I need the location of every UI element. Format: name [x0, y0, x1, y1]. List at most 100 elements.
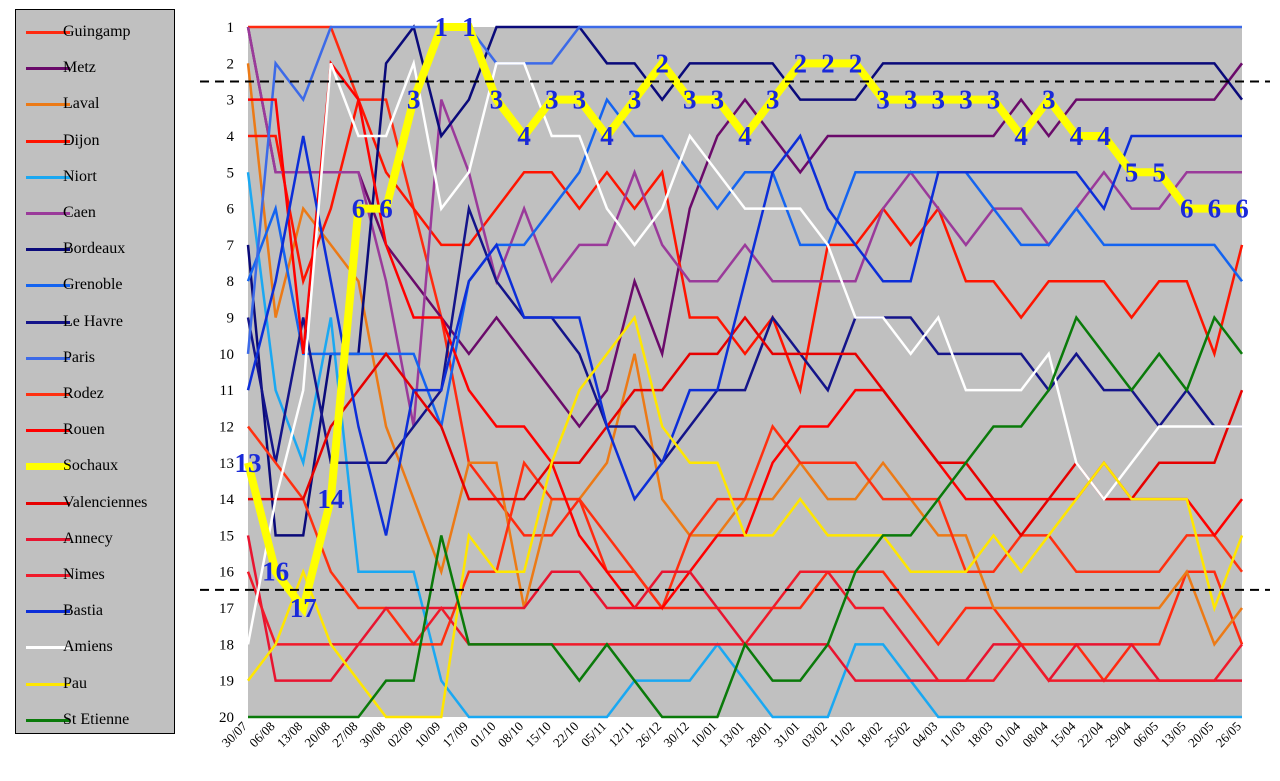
x-tick-label: 30/12 [660, 719, 692, 751]
legend-label: Pau [63, 674, 87, 692]
series-line-dijon [248, 95, 1244, 395]
legend-label: Bordeaux [63, 240, 126, 258]
series-line-paris [246, 25, 1242, 354]
rank-annotation: 3 [766, 85, 780, 115]
rank-annotation: 3 [490, 85, 504, 115]
y-tick-label: 7 [227, 238, 235, 254]
rank-annotation: 2 [793, 48, 807, 78]
legend-label: St Etienne [63, 710, 130, 728]
y-tick-label: 10 [219, 347, 234, 363]
legend-swatch [26, 139, 70, 143]
y-tick-label: 15 [219, 528, 234, 544]
legend-label: Paris [63, 348, 95, 366]
x-tick-label: 10/01 [688, 719, 720, 751]
x-tick-label: 20/05 [1185, 719, 1217, 751]
legend-swatch [26, 212, 70, 215]
y-tick-label: 6 [227, 202, 235, 218]
rank-annotation: 4 [738, 121, 752, 151]
legend-item: St Etienne [16, 705, 176, 735]
legend-swatch [26, 320, 70, 324]
legend-label: Guingamp [63, 23, 131, 40]
rank-annotation: 3 [683, 85, 697, 115]
legend-item: Rodez [16, 379, 176, 409]
x-tick-label: 01/04 [992, 718, 1024, 750]
rank-annotation: 6 [352, 194, 366, 224]
legend-label: Annecy [63, 529, 113, 547]
series-line-le-havre [246, 203, 1242, 465]
rank-annotation: 3 [407, 85, 421, 115]
legend-swatch [26, 463, 70, 471]
legend-item: Annecy [16, 524, 176, 554]
series-line-amiens [246, 58, 1242, 645]
y-tick-label: 13 [219, 456, 234, 472]
legend-item: Metz [16, 53, 176, 83]
legend: Guingamp Metz Laval Dijon Niort Caen Bordeaux G… [15, 9, 175, 734]
series-line-metz [246, 26, 1243, 429]
legend-swatch [26, 103, 70, 107]
rank-annotation: 17 [290, 593, 317, 623]
y-tick-label: 11 [220, 383, 234, 399]
rank-annotation: 2 [821, 48, 835, 78]
y-tick-label: 12 [219, 419, 234, 435]
x-tick-label: 01/10 [467, 719, 499, 751]
legend-label: Metz [63, 59, 96, 77]
x-tick-label: 05/11 [578, 719, 609, 750]
rank-annotation: 14 [317, 484, 344, 514]
rank-annotation: 3 [573, 85, 587, 115]
legend-item: Dijon [16, 126, 176, 156]
rank-annotation: 5 [1152, 157, 1166, 187]
legend-label: Rodez [63, 385, 104, 402]
rank-annotation: 3 [711, 85, 725, 115]
y-tick-label: 2 [227, 56, 235, 72]
legend-swatch [26, 175, 70, 179]
rank-annotation: 3 [876, 85, 890, 115]
y-tick-label: 14 [219, 492, 235, 508]
y-tick-label: 3 [227, 93, 235, 109]
rank-annotation: 6 [1180, 194, 1194, 224]
y-tick-label: 9 [227, 311, 235, 327]
legend-swatch [26, 682, 70, 686]
rank-annotation: 3 [959, 85, 973, 115]
x-tick-label: 20/08 [301, 719, 333, 751]
x-tick-label: 13/01 [716, 719, 748, 751]
rank-annotation: 4 [1097, 121, 1111, 151]
legend-item: Laval [16, 89, 176, 119]
legend-item: Nimes [16, 560, 176, 590]
legend-item: Sochaux [16, 451, 176, 481]
rank-annotation: 2 [655, 48, 669, 78]
x-tick-label: 06/08 [246, 719, 278, 751]
rank-annotation: 13 [235, 448, 262, 478]
x-tick-label: 13/08 [274, 719, 306, 751]
x-tick-label: 08/10 [495, 719, 527, 751]
legend-label: Valenciennes [63, 493, 148, 511]
x-tick-label: 30/08 [357, 719, 389, 751]
x-tick-label: 15/04 [1047, 718, 1079, 750]
rank-annotation: 3 [628, 85, 642, 115]
y-tick-label: 8 [227, 274, 235, 290]
x-tick-label: 02/09 [384, 719, 416, 751]
rank-annotation: 6 [1235, 194, 1249, 224]
legend-label: Sochaux [63, 457, 119, 475]
series-line-bastia [246, 133, 1242, 536]
rank-annotation: 3 [1042, 85, 1056, 115]
x-tick-label: 26/05 [1213, 719, 1245, 751]
legend-swatch [26, 31, 70, 34]
legend-swatch [26, 248, 70, 252]
x-tick-label: 26/12 [633, 719, 665, 751]
legend-item: Le Havre [16, 307, 176, 337]
legend-label: Bastia [63, 602, 103, 620]
legend-label: Amiens [63, 638, 113, 656]
x-tick-label: 29/04 [1102, 718, 1134, 750]
legend-item: Pau [16, 669, 176, 699]
x-tick-label: 13/05 [1157, 719, 1189, 751]
legend-swatch [26, 67, 70, 71]
legend-item: Bastia [16, 596, 176, 626]
legend-label: Niort [63, 167, 97, 185]
legend-swatch [26, 610, 70, 614]
y-tick-label: 18 [219, 637, 234, 653]
legend-label: Le Havre [63, 312, 123, 330]
rank-annotation: 16 [262, 557, 289, 587]
y-tick-label: 4 [227, 129, 235, 145]
legend-label: Laval [63, 95, 100, 113]
